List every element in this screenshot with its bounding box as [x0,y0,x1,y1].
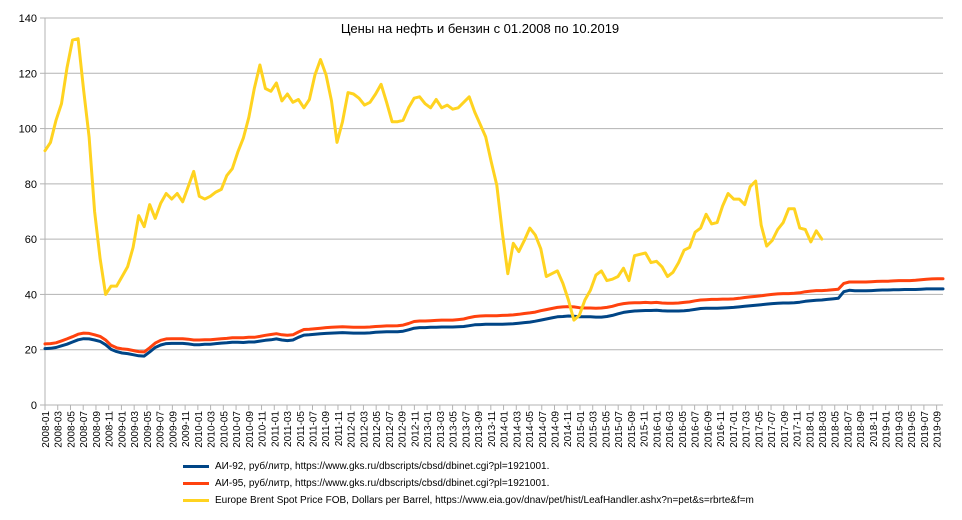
x-tick-label: 2016-01 [652,411,663,448]
x-tick-label: 2013-05 [449,411,460,448]
x-tick-label: 2011-09 [321,411,332,447]
x-tick-label: 2019-05 [907,411,918,448]
x-tick-label: 2015-07 [614,411,625,448]
x-tick-label: 2010-11 [258,411,269,447]
x-tick-label: 2014-09 [551,411,562,448]
y-tick-label: 100 [19,124,37,136]
x-tick-label: 2009-03 [130,411,141,448]
x-tick-label: 2014-07 [538,411,549,448]
x-tick-label: 2008-09 [92,411,103,448]
x-tick-label: 2010-01 [194,411,205,448]
legend: АИ-92, руб/литр, https://www.gks.ru/dbsc… [183,458,754,509]
x-tick-label: 2015-05 [601,411,612,448]
y-tick-label: 140 [19,13,37,25]
x-tick-label: 2013-07 [461,411,472,448]
x-tick-label: 2010-07 [232,411,243,448]
x-tick-label: 2009-01 [117,411,128,448]
x-tick-label: 2018-03 [818,411,829,448]
x-tick-label: 2012-07 [385,411,396,448]
x-tick-label: 2017-05 [754,411,765,448]
x-tick-label: 2012-03 [359,411,370,448]
series-line-brent [43,37,824,322]
legend-label-brent: Europe Brent Spot Price FOB, Dollars per… [215,495,754,506]
y-axis-ticks: 0 20 40 60 80 100 120 140 [19,13,45,412]
y-tick-label: 80 [25,179,37,191]
x-tick-label: 2019-09 [933,411,944,448]
y-tick-label: 120 [19,68,37,80]
x-tick-label: 2008-03 [54,411,65,448]
x-tick-label: 2011-01 [270,411,281,447]
x-tick-label: 2013-09 [474,411,485,448]
series-line-ai92 [43,287,945,358]
x-tick-label: 2011-07 [308,411,319,447]
x-tick-label: 2016-07 [691,411,702,448]
y-tick-label: 0 [31,400,37,412]
x-axis-ticks: 2008-01 2008-03 2008-05 2008-07 2008-09 2008-… [41,405,944,448]
x-tick-label: 2012-09 [398,411,409,448]
legend-swatch-brent [183,499,209,502]
x-tick-label: 2010-09 [245,411,256,448]
x-tick-label: 2016-09 [703,411,714,448]
legend-swatch-ai92 [183,465,209,468]
x-tick-label: 2015-01 [576,411,587,448]
x-tick-label: 2010-03 [207,411,218,448]
x-tick-label: 2018-07 [843,411,854,448]
x-tick-label: 2014-11 [563,411,574,447]
line-chart: 0 20 40 60 80 100 120 140 2008-01 2008-03 2008-05… [18,13,945,448]
y-tick-label: 20 [25,345,37,357]
x-tick-label: 2009-05 [143,411,154,448]
x-tick-label: 2018-01 [805,411,816,448]
x-tick-label: 2015-09 [627,411,638,448]
legend-item-brent: Europe Brent Spot Price FOB, Dollars per… [183,492,754,509]
x-tick-label: 2014-05 [525,411,536,448]
x-tick-label: 2016-11 [716,411,727,447]
x-tick-label: 2011-03 [283,411,294,447]
x-tick-label: 2017-07 [767,411,778,448]
y-tick-label: 40 [25,289,37,301]
x-tick-label: 2008-01 [41,411,52,448]
x-tick-label: 2013-01 [423,411,434,448]
x-tick-label: 2018-09 [856,411,867,448]
x-tick-label: 2018-11 [869,411,880,447]
x-tick-label: 2017-11 [793,411,804,447]
grid-lines [44,17,943,406]
x-tick-label: 2019-03 [894,411,905,448]
x-tick-label: 2014-01 [500,411,511,448]
x-tick-label: 2009-07 [156,411,167,448]
x-tick-label: 2008-11 [105,411,116,447]
chart-title: Цены на нефть и бензин с 01.2008 по 10.2… [341,21,619,36]
x-tick-label: 2017-01 [729,411,740,448]
x-tick-label: 2013-03 [436,411,447,448]
x-tick-label: 2010-05 [219,411,230,448]
y-tick-label: 60 [25,234,37,246]
legend-label-ai92: АИ-92, руб/литр, https://www.gks.ru/dbsc… [215,461,550,472]
legend-item-ai95: АИ-95, руб/литр, https://www.gks.ru/dbsc… [183,475,754,492]
x-tick-label: 2016-03 [665,411,676,448]
x-tick-label: 2019-01 [882,411,893,448]
x-tick-label: 2008-07 [79,411,90,448]
x-tick-label: 2014-03 [512,411,523,448]
series-lines [43,37,945,358]
x-tick-label: 2017-09 [780,411,791,448]
x-tick-label: 2009-09 [168,411,179,448]
series-line-ai95 [43,277,945,354]
x-tick-label: 2015-03 [589,411,600,448]
legend-label-ai95: АИ-95, руб/литр, https://www.gks.ru/dbsc… [215,478,550,489]
x-tick-label: 2016-05 [678,411,689,448]
x-tick-label: 2012-05 [372,411,383,448]
x-tick-label: 2011-05 [296,411,307,447]
x-tick-label: 2008-05 [66,411,77,448]
x-tick-label: 2017-03 [742,411,753,448]
legend-swatch-ai95 [183,482,209,485]
x-tick-label: 2015-11 [640,411,651,447]
legend-item-ai92: АИ-92, руб/литр, https://www.gks.ru/dbsc… [183,458,754,475]
x-tick-label: 2019-07 [920,411,931,448]
x-tick-label: 2013-11 [487,411,498,447]
x-tick-label: 2011-11 [334,411,345,447]
x-tick-label: 2012-11 [410,411,421,447]
x-tick-label: 2012-01 [347,411,358,448]
x-tick-label: 2018-05 [831,411,842,448]
x-tick-label: 2009-11 [181,411,192,447]
